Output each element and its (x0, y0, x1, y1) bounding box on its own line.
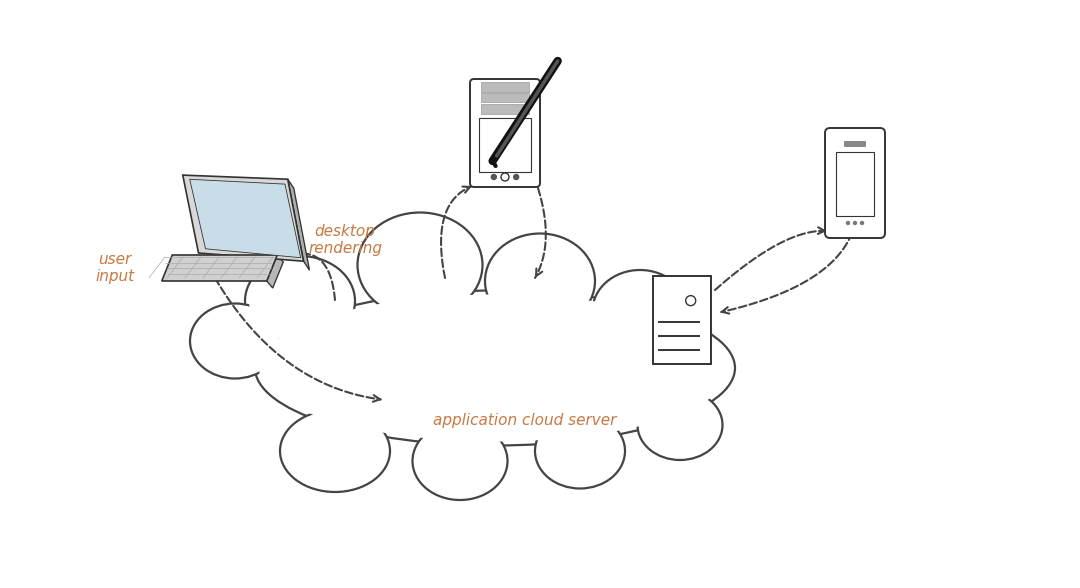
FancyBboxPatch shape (825, 128, 885, 238)
Ellipse shape (245, 256, 355, 346)
FancyBboxPatch shape (480, 118, 530, 172)
Circle shape (846, 221, 850, 225)
FancyBboxPatch shape (481, 104, 529, 113)
Text: user
input: user input (95, 252, 135, 284)
Ellipse shape (259, 295, 731, 442)
Ellipse shape (357, 212, 483, 318)
FancyBboxPatch shape (481, 82, 529, 92)
Ellipse shape (596, 274, 684, 348)
Text: application cloud server: application cloud server (433, 413, 617, 427)
Circle shape (501, 173, 509, 181)
Ellipse shape (417, 426, 503, 496)
Circle shape (491, 175, 497, 179)
Ellipse shape (413, 422, 508, 500)
Ellipse shape (539, 417, 621, 485)
Bar (653, 276, 711, 364)
Polygon shape (287, 179, 310, 270)
Ellipse shape (535, 413, 625, 489)
Polygon shape (190, 179, 300, 258)
Ellipse shape (190, 303, 280, 379)
FancyBboxPatch shape (836, 152, 874, 216)
FancyBboxPatch shape (470, 79, 540, 187)
Ellipse shape (280, 410, 390, 492)
Ellipse shape (637, 390, 723, 460)
Ellipse shape (255, 290, 735, 446)
Ellipse shape (194, 308, 276, 375)
Circle shape (514, 175, 518, 179)
Polygon shape (267, 255, 283, 288)
Ellipse shape (249, 260, 351, 342)
Ellipse shape (485, 233, 595, 329)
Circle shape (686, 296, 696, 306)
Ellipse shape (642, 394, 718, 456)
Circle shape (853, 221, 858, 225)
FancyBboxPatch shape (481, 93, 529, 102)
FancyBboxPatch shape (843, 141, 866, 147)
Ellipse shape (284, 414, 386, 488)
Ellipse shape (362, 216, 478, 313)
Ellipse shape (593, 270, 688, 352)
Polygon shape (162, 255, 278, 281)
Ellipse shape (489, 238, 591, 325)
Text: desktop
rendering: desktop rendering (308, 224, 382, 256)
Circle shape (860, 221, 864, 225)
Polygon shape (183, 175, 303, 261)
